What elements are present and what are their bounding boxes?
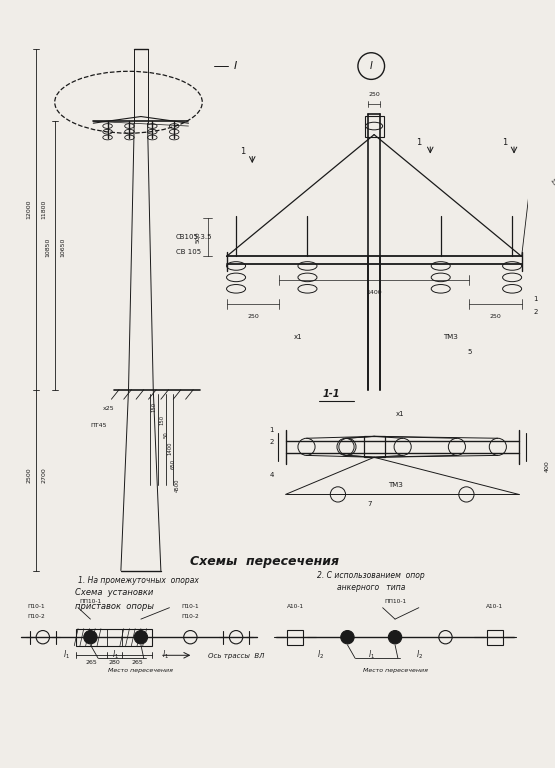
Circle shape	[84, 631, 97, 644]
Text: ПП10-1: ПП10-1	[384, 598, 406, 604]
Text: 2700: 2700	[41, 468, 46, 483]
Text: $l_1$: $l_1$	[63, 648, 70, 660]
Text: 10850: 10850	[45, 237, 50, 257]
Text: х25: х25	[103, 406, 114, 411]
Text: 1: 1	[270, 427, 274, 432]
Text: Место пересечения: Место пересечения	[362, 668, 427, 673]
Text: 4: 4	[270, 472, 274, 478]
Text: 265: 265	[131, 660, 143, 665]
Text: ПП10-1: ПП10-1	[79, 598, 102, 604]
Text: СВ105-3.5: СВ105-3.5	[176, 234, 213, 240]
Text: 1300: 1300	[548, 177, 555, 193]
Text: 7: 7	[367, 501, 372, 507]
Text: 12000: 12000	[26, 199, 31, 219]
Text: 250: 250	[248, 314, 259, 319]
Text: ТМЗ: ТМЗ	[388, 482, 403, 488]
Text: 150: 150	[152, 402, 157, 412]
Text: Схемы  пересечения: Схемы пересечения	[190, 554, 339, 568]
Text: 650: 650	[171, 459, 176, 469]
Text: 1: 1	[533, 296, 538, 303]
Text: 4500: 4500	[175, 478, 180, 492]
Text: П10-1: П10-1	[27, 604, 45, 609]
Text: ТМЗ: ТМЗ	[443, 334, 458, 340]
Text: Ось трассы  ВЛ: Ось трассы ВЛ	[208, 654, 264, 659]
Text: $l_1$: $l_1$	[368, 648, 375, 660]
Text: А10-1: А10-1	[486, 604, 503, 609]
Text: П10-2: П10-2	[27, 614, 45, 619]
Text: 250: 250	[489, 314, 501, 319]
Text: 500: 500	[195, 232, 200, 243]
Bar	[287, 630, 302, 645]
Text: I: I	[234, 61, 237, 71]
Circle shape	[341, 631, 354, 644]
Text: 265: 265	[85, 660, 97, 665]
Text: П10-1: П10-1	[181, 604, 199, 609]
Text: Схема  установки: Схема установки	[75, 588, 153, 597]
Text: $l_1$: $l_1$	[162, 648, 169, 660]
Text: 250: 250	[368, 92, 380, 97]
Bar	[487, 630, 503, 645]
Text: $l_2$: $l_2$	[317, 648, 324, 660]
Text: 11800: 11800	[41, 199, 46, 219]
Text: 2: 2	[533, 309, 537, 315]
Text: 1: 1	[240, 147, 245, 156]
Text: 1400: 1400	[366, 290, 382, 295]
Text: I: I	[370, 61, 372, 71]
Text: 5: 5	[467, 349, 471, 355]
Text: $l_1$: $l_1$	[112, 648, 119, 660]
Text: 400: 400	[545, 460, 550, 472]
Text: приставок  опоры: приставок опоры	[75, 602, 154, 611]
Text: 150: 150	[159, 415, 164, 425]
Text: 1: 1	[416, 137, 421, 147]
Text: 2500: 2500	[26, 468, 31, 483]
Text: П10-2: П10-2	[181, 614, 199, 619]
Text: 280: 280	[108, 660, 120, 665]
Text: анкерного   типа: анкерного типа	[337, 583, 405, 592]
Circle shape	[388, 631, 402, 644]
Bar	[364, 436, 385, 457]
Text: 1. На промежуточных  опорах: 1. На промежуточных опорах	[78, 575, 199, 584]
Text: 2: 2	[270, 439, 274, 445]
Text: СВ 105: СВ 105	[176, 249, 201, 255]
Text: А10-1: А10-1	[286, 604, 304, 609]
Text: 2. С использованием  опор: 2. С использованием опор	[317, 571, 425, 580]
Bar	[76, 629, 152, 646]
Text: ПТ45: ПТ45	[90, 423, 107, 429]
Text: 1400: 1400	[167, 442, 172, 455]
Bar	[365, 115, 384, 137]
Text: х1: х1	[396, 411, 404, 416]
Text: Место пересечения: Место пересечения	[108, 668, 173, 673]
Text: $l_2$: $l_2$	[416, 648, 423, 660]
Text: 1-1: 1-1	[322, 389, 340, 399]
Circle shape	[134, 631, 148, 644]
Text: 50: 50	[163, 431, 168, 438]
Text: 1: 1	[502, 137, 507, 147]
Text: х1: х1	[294, 334, 302, 340]
Text: 10650: 10650	[60, 237, 65, 257]
